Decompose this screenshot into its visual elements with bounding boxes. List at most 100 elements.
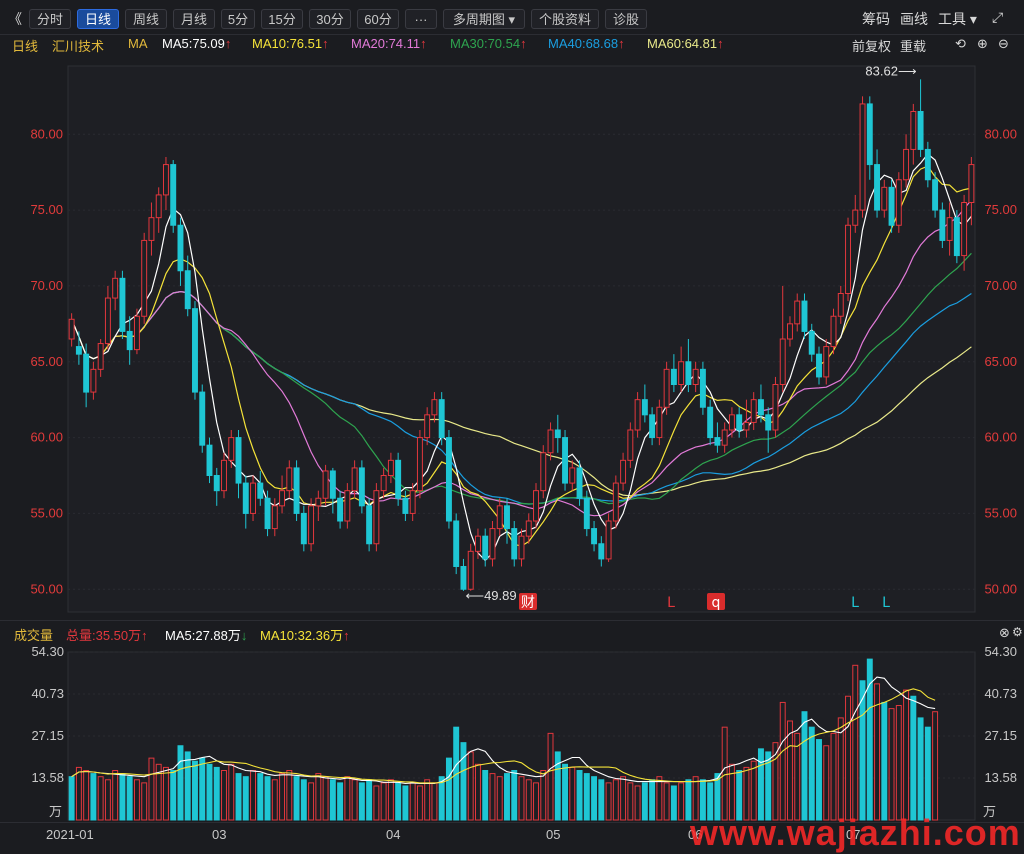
candle-body <box>351 467 358 492</box>
tool-1[interactable]: 画线 <box>900 11 928 27</box>
ma-label[interactable]: MA <box>128 36 148 51</box>
candle-body <box>467 550 474 590</box>
period-tab-4[interactable]: 5分 <box>221 9 255 29</box>
period-toolbar: 《分时 日线 周线 月线 5分 15分 30分 60分 ··· 多周期图 ▾ 个股资料 诊股 筹码 画线工… <box>0 0 1024 35</box>
period-tab-8[interactable]: ··· <box>405 9 437 29</box>
candle-body <box>576 467 583 499</box>
period-tab-7[interactable]: 60分 <box>357 9 399 29</box>
candle-body <box>431 399 438 416</box>
ma-legend: 日线 汇川技术 MA MA5:75.09↑ MA10:76.51↑ MA20:7… <box>0 34 1024 56</box>
candle-body <box>946 217 953 241</box>
volume-settings-icon[interactable]: ⚙ <box>1012 625 1023 639</box>
volume-bar <box>583 773 590 821</box>
volume-bar <box>293 776 300 821</box>
period-tab-2[interactable]: 周线 <box>125 9 167 29</box>
candle-body <box>424 414 431 439</box>
close-volume-icon[interactable]: ⊗ <box>999 625 1010 640</box>
price-chart[interactable]: 80.00 80.00 75.00 75.00 70.00 70.00 65.00 65.00… <box>0 56 1024 620</box>
volume-bar <box>112 769 119 821</box>
candle-body <box>540 452 547 492</box>
period-tab-11[interactable]: 诊股 <box>605 9 647 29</box>
volume-bar <box>474 763 481 821</box>
candle-body <box>736 414 743 431</box>
volume-bar <box>830 732 837 821</box>
volume-chart[interactable]: 54.30 54.30 40.73 40.73 27.15 27.15 13.58 13.58… <box>0 640 1024 822</box>
volume-bar <box>271 779 278 821</box>
volume-unit-left: 万 <box>49 805 62 820</box>
volume-bar <box>678 782 685 821</box>
volume-bar <box>779 701 786 821</box>
candle-body <box>358 467 365 507</box>
date-label-5: 07 <box>846 827 861 842</box>
price-plot-area <box>67 65 976 613</box>
period-tab-9[interactable]: 多周期图 ▾ <box>443 9 525 29</box>
volume-bar <box>917 717 924 821</box>
price-tick-right-6: 50.00 <box>984 581 1017 596</box>
period-tab-0[interactable]: 分时 <box>29 9 71 29</box>
period-tab-6[interactable]: 30分 <box>309 9 351 29</box>
volume-bar <box>881 701 888 821</box>
candle-body <box>554 429 561 439</box>
volume-bar <box>591 776 598 821</box>
stock-name[interactable]: 汇川技术 <box>52 39 105 54</box>
tool-2[interactable]: 工具 ▾ <box>938 11 977 27</box>
event-marker-0: 财 <box>521 595 535 611</box>
candle-body <box>293 467 300 514</box>
period-tab-5[interactable]: 15分 <box>261 9 303 29</box>
candle-body <box>511 528 518 560</box>
back-icon[interactable]: 《 <box>8 11 22 27</box>
volume-bar <box>736 769 743 821</box>
price-tick-right-4: 60.00 <box>984 430 1017 445</box>
candle-body <box>779 338 786 385</box>
candle-body <box>228 437 235 461</box>
volume-bar <box>554 751 561 821</box>
tool-0[interactable]: 筹码 <box>862 11 890 27</box>
candle-body <box>90 368 97 393</box>
candle-body <box>961 202 968 257</box>
price-tick-left-3: 65.00 <box>30 354 63 369</box>
volume-bar <box>170 769 177 821</box>
candle-body <box>859 103 866 211</box>
event-marker-3: L <box>851 595 859 611</box>
candle-body <box>83 353 90 393</box>
candle-body <box>489 528 496 560</box>
volume-bar <box>540 769 547 821</box>
candle-body <box>757 399 764 416</box>
volume-bar <box>242 776 249 821</box>
volume-bar <box>547 732 554 821</box>
period-tab-1[interactable]: 日线 <box>77 9 119 29</box>
volume-bar <box>424 779 431 821</box>
expand-icon[interactable]: ⤢ <box>992 9 1004 25</box>
candle-body <box>612 482 619 522</box>
candle-body <box>453 520 460 567</box>
candle-body <box>837 293 844 317</box>
volume-bar <box>685 779 692 821</box>
candle-body <box>155 194 162 219</box>
volume-bar <box>416 785 423 821</box>
volume-legend: 成交量 总量:35.50万↑ MA5:27.88万↓ MA10:32.36万↑ … <box>0 620 1024 643</box>
volume-bar <box>533 782 539 821</box>
volume-bar <box>192 760 198 821</box>
volume-tick-left-2: 27.15 <box>31 728 64 743</box>
undo-icon[interactable]: ⟲ <box>955 36 966 51</box>
candle-body <box>678 361 685 385</box>
volume-bar <box>525 779 532 821</box>
volume-bar <box>445 757 452 821</box>
volume-title: 成交量 <box>14 628 54 643</box>
zoom-out-icon[interactable]: ⊖ <box>998 36 1009 51</box>
volume-bar <box>467 751 474 821</box>
candle-body <box>627 429 634 461</box>
zoom-in-icon[interactable]: ⊕ <box>977 36 988 51</box>
candle-body <box>184 270 191 310</box>
reload-button[interactable]: 重载 <box>900 39 927 54</box>
candle-body <box>373 490 380 545</box>
period-tab-10[interactable]: 个股资料 <box>531 9 599 29</box>
candle-body <box>177 224 184 272</box>
low-price-annotation: ⟵49.89 <box>465 588 516 603</box>
volume-bar <box>206 763 213 821</box>
volume-bar <box>221 769 227 821</box>
volume-ma5: MA5:27.88万↓ <box>165 628 248 643</box>
ma60-value: MA60:64.81↑ <box>647 36 724 51</box>
period-tab-3[interactable]: 月线 <box>173 9 215 29</box>
fuquan-button[interactable]: 前复权 <box>852 39 892 54</box>
